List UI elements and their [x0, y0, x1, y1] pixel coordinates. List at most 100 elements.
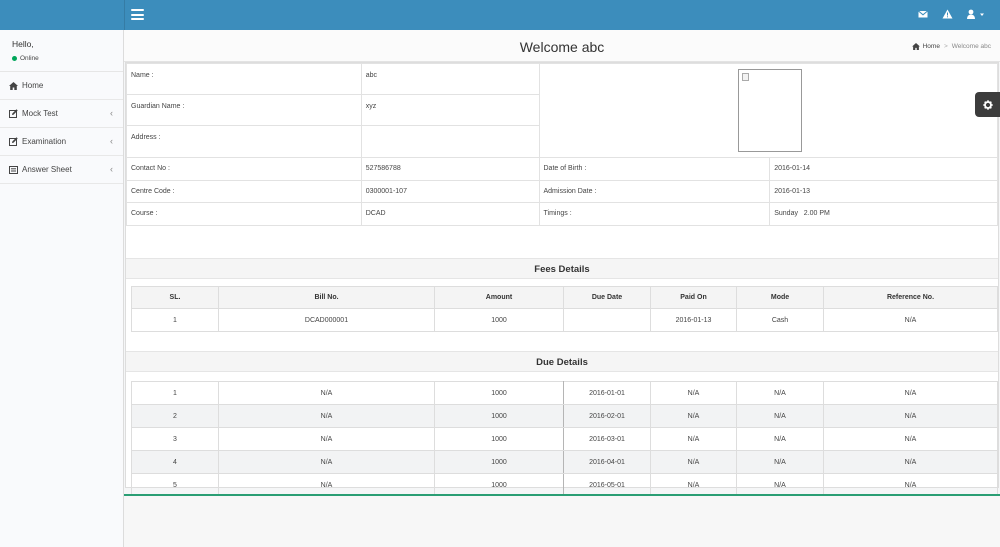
- contact-label: Contact No :: [126, 157, 362, 181]
- sidebar-item-label: Examination: [22, 137, 67, 146]
- fees-column-header: Mode: [736, 286, 824, 309]
- sidebar-item-home[interactable]: Home: [0, 72, 123, 100]
- table-cell: [563, 308, 651, 332]
- fees-column-header: Amount: [434, 286, 564, 309]
- table-cell: 2016-01-01: [563, 381, 651, 405]
- table-cell: 2016-03-01: [563, 427, 651, 451]
- table-cell: N/A: [823, 404, 998, 428]
- fees-column-header: Due Date: [563, 286, 651, 309]
- table-cell: N/A: [218, 427, 435, 451]
- fees-column-header: SL.: [131, 286, 219, 309]
- dob-value: 2016-01-14: [769, 157, 998, 181]
- list-icon: [8, 165, 18, 175]
- page-title: Welcome abc: [124, 30, 1000, 62]
- student-photo: [737, 69, 802, 152]
- table-cell: Cash: [736, 308, 824, 332]
- fees-column-header: Bill No.: [218, 286, 435, 309]
- course-label: Course :: [126, 202, 362, 226]
- table-row: 2 N/A 1000 2016-02-01 N/A N/A N/A: [131, 404, 998, 428]
- footer: [124, 494, 1000, 547]
- breadcrumb-current: Welcome abc: [951, 43, 991, 50]
- fees-details-title: Fees Details: [126, 258, 998, 279]
- user-menu-icon[interactable]: [966, 9, 988, 21]
- table-row: 1 N/A 1000 2016-01-01 N/A N/A N/A: [131, 381, 998, 405]
- sidebar-item-examination[interactable]: Examination ‹: [0, 128, 123, 156]
- table-cell: N/A: [823, 381, 998, 405]
- table-cell: N/A: [218, 450, 435, 474]
- profile-table: Name : abc Guardian Name : xyz Address :…: [126, 63, 998, 226]
- table-cell: 2: [131, 404, 219, 428]
- online-status: Online: [12, 55, 123, 62]
- home-icon: [8, 81, 18, 91]
- edit-icon: [8, 137, 18, 147]
- table-cell: 1: [131, 381, 219, 405]
- top-navbar: [124, 0, 1000, 30]
- edit-icon: [8, 109, 18, 119]
- status-label: Online: [20, 55, 39, 62]
- centre-value: 0300001-107: [360, 180, 540, 203]
- table-cell: N/A: [823, 427, 998, 451]
- table-cell: N/A: [650, 427, 737, 451]
- envelope-icon[interactable]: [918, 9, 930, 21]
- table-cell: 1000: [434, 404, 564, 428]
- table-cell: 1: [131, 308, 219, 332]
- breadcrumb-home-link[interactable]: Home: [922, 43, 940, 50]
- settings-toggle-button[interactable]: [975, 92, 1000, 117]
- broken-image-icon: [741, 73, 749, 81]
- student-details-box: Name : abc Guardian Name : xyz Address :…: [125, 62, 999, 497]
- gear-icon: [982, 99, 993, 110]
- table-cell: 1000: [434, 381, 564, 405]
- address-label: Address :: [126, 125, 362, 158]
- table-cell: 2016-02-01: [563, 404, 651, 428]
- sidebar-item-label: Answer Sheet: [22, 165, 72, 174]
- admission-label: Admission Date :: [538, 180, 771, 203]
- fees-column-header: Paid On: [650, 286, 737, 309]
- warning-icon[interactable]: [942, 9, 954, 21]
- timings-label: Timings :: [538, 202, 771, 226]
- sidebar: Hello, Online Home Mock Test ‹ Examinati…: [0, 30, 124, 547]
- table-cell: 5: [131, 473, 219, 497]
- user-panel: Hello, Online: [0, 30, 123, 72]
- table-cell: N/A: [218, 404, 435, 428]
- fees-header-row: SL. Bill No. Amount Due Date Paid On Mode Refe…: [131, 286, 998, 309]
- breadcrumb: Home > Welcome abc: [911, 43, 991, 50]
- main-content: Welcome abc Home > Welcome abc Name : ab…: [124, 30, 1000, 547]
- sidebar-item-answer-sheet[interactable]: Answer Sheet ‹: [0, 156, 123, 184]
- dues-table: 1 N/A 1000 2016-01-01 N/A N/A N/A 2 N/A 1000 2016-…: [131, 381, 998, 497]
- table-cell: N/A: [650, 473, 737, 497]
- table-row: 4 N/A 1000 2016-04-01 N/A N/A N/A: [131, 450, 998, 474]
- fees-table: SL. Bill No. Amount Due Date Paid On Mode Refe…: [131, 286, 998, 332]
- table-cell: DCAD000001: [218, 308, 435, 332]
- name-label: Name :: [126, 63, 362, 95]
- contact-value: 527586788: [360, 157, 540, 181]
- table-row: 3 N/A 1000 2016-03-01 N/A N/A N/A: [131, 427, 998, 451]
- table-cell: N/A: [823, 308, 998, 332]
- table-cell: 1000: [434, 450, 564, 474]
- guardian-value: xyz: [360, 94, 540, 126]
- guardian-label: Guardian Name :: [126, 94, 362, 126]
- table-cell: 1000: [434, 427, 564, 451]
- table-cell: 3: [131, 427, 219, 451]
- sidebar-toggle-button[interactable]: [131, 9, 144, 20]
- greeting-text: Hello,: [12, 39, 34, 49]
- fees-column-header: Reference No.: [823, 286, 998, 309]
- home-icon: [911, 43, 920, 50]
- sidebar-item-label: Home: [22, 81, 44, 90]
- sidebar-item-mock-test[interactable]: Mock Test ‹: [0, 100, 123, 128]
- sidebar-item-label: Mock Test: [22, 109, 58, 118]
- table-cell: N/A: [650, 381, 737, 405]
- table-cell: 4: [131, 450, 219, 474]
- chevron-left-icon: ‹: [110, 136, 113, 146]
- admission-value: 2016-01-13: [769, 180, 998, 203]
- table-cell: N/A: [736, 381, 824, 405]
- name-value: abc: [360, 63, 540, 95]
- centre-label: Centre Code :: [126, 180, 362, 203]
- due-details-title: Due Details: [126, 351, 998, 372]
- table-row: 1 DCAD000001 1000 2016-01-13 Cash N/A: [131, 308, 998, 332]
- table-cell: N/A: [736, 427, 824, 451]
- table-cell: N/A: [650, 450, 737, 474]
- chevron-left-icon: ‹: [110, 108, 113, 118]
- table-cell: 2016-05-01: [563, 473, 651, 497]
- table-row: 5 N/A 1000 2016-05-01 N/A N/A N/A: [131, 473, 998, 497]
- photo-cell: [538, 63, 998, 158]
